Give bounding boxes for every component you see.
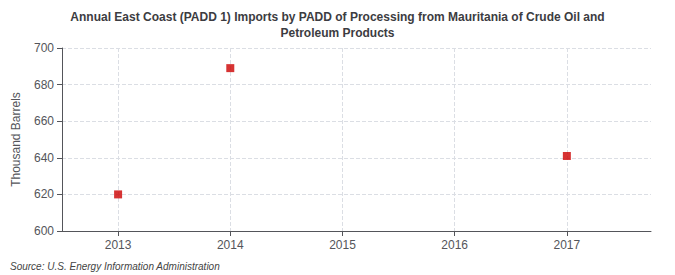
- svg-text:Source: U.S. Energy Informatio: Source: U.S. Energy Information Administ…: [10, 261, 220, 272]
- svg-text:620: 620: [34, 187, 54, 201]
- svg-text:Petroleum Products: Petroleum Products: [280, 26, 394, 40]
- svg-text:600: 600: [34, 224, 54, 238]
- svg-text:2014: 2014: [217, 238, 244, 252]
- svg-text:2016: 2016: [441, 238, 468, 252]
- svg-text:660: 660: [34, 114, 54, 128]
- svg-text:2017: 2017: [554, 238, 581, 252]
- svg-text:700: 700: [34, 41, 54, 55]
- svg-text:Annual East Coast (PADD 1) Imp: Annual East Coast (PADD 1) Imports by PA…: [70, 10, 604, 24]
- svg-text:640: 640: [34, 151, 54, 165]
- svg-text:Thousand Barrels: Thousand Barrels: [9, 92, 23, 187]
- svg-text:2015: 2015: [329, 238, 356, 252]
- svg-text:2013: 2013: [105, 238, 132, 252]
- svg-text:680: 680: [34, 78, 54, 92]
